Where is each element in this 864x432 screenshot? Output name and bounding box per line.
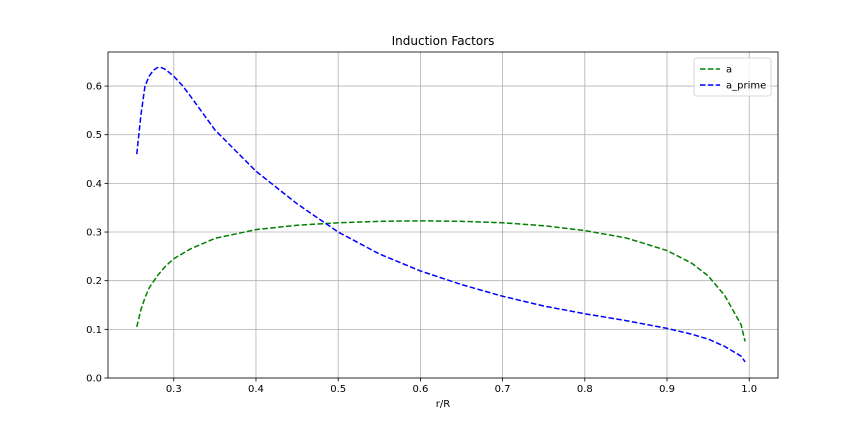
series-line-a	[136, 220, 746, 342]
legend: a a_prime	[693, 57, 772, 97]
x-tick-label: 0.5	[330, 384, 346, 395]
y-tick-label: 0.5	[86, 130, 102, 141]
legend-box	[693, 57, 772, 97]
y-tick-label: 0.3	[86, 228, 102, 239]
legend-label-a: a	[726, 65, 732, 76]
legend-label-a-prime: a_prime	[726, 81, 766, 92]
x-axis: 0.3 0.4 0.5 0.6 0.7 0.8 0.9 1.0	[166, 378, 757, 395]
chart-title: Induction Factors	[392, 34, 495, 48]
y-tick-label: 0.0	[86, 374, 102, 385]
x-tick-label: 0.8	[577, 384, 593, 395]
plot-frame	[107, 51, 779, 379]
x-tick-label: 0.4	[248, 384, 264, 395]
y-axis: 0.0 0.1 0.2 0.3 0.4 0.5 0.6	[86, 82, 108, 385]
x-tick-label: 0.7	[495, 384, 511, 395]
series-line-a-prime	[136, 66, 746, 363]
x-tick-label: 0.6	[412, 384, 428, 395]
x-tick-label: 0.3	[166, 384, 182, 395]
y-tick-label: 0.4	[86, 179, 102, 190]
y-tick-label: 0.6	[86, 82, 102, 93]
x-tick-label: 1.0	[741, 384, 757, 395]
y-tick-label: 0.2	[86, 276, 102, 287]
x-axis-label: r/R	[436, 399, 450, 410]
y-tick-label: 0.1	[86, 325, 102, 336]
series-layer	[136, 66, 746, 363]
x-tick-label: 0.9	[659, 384, 675, 395]
